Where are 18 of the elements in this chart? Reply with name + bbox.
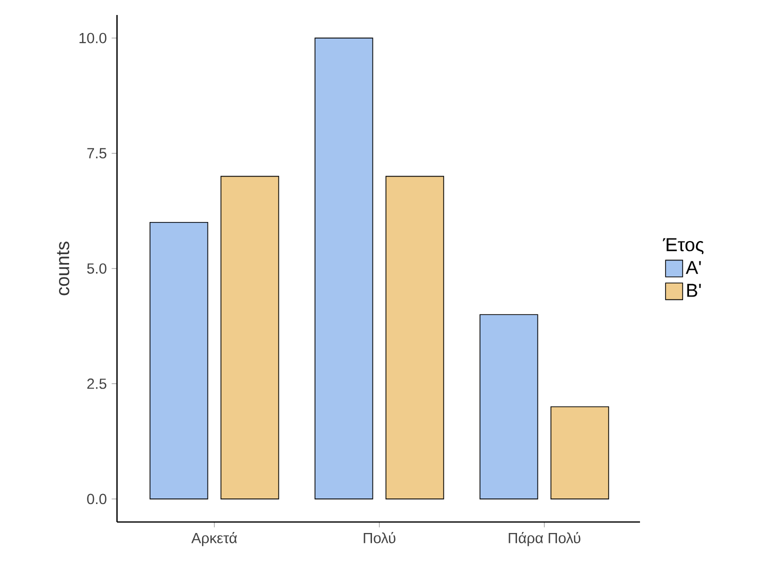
legend-label: Β' [687,284,701,297]
y-axis-title: counts [57,242,70,296]
legend-title: Έτος [662,238,704,254]
bar [550,406,610,500]
bar [480,314,538,500]
x-tick-label: Πολύ [364,532,396,544]
bar [314,38,374,500]
bar [386,176,444,500]
y-tick-label: 10.0 [80,32,106,44]
y-tick-label: 7.5 [87,148,106,158]
bar [150,222,208,500]
x-tick-label: Αρκετά [191,532,237,546]
y-tick-label: 2.5 [87,378,106,389]
y-tick-label: 5.0 [87,263,106,274]
y-tick-label: 0.0 [87,494,106,504]
bar [220,176,280,500]
legend-label: Α' [686,261,701,274]
x-tick-label: Πάρα Πολύ [508,532,580,546]
